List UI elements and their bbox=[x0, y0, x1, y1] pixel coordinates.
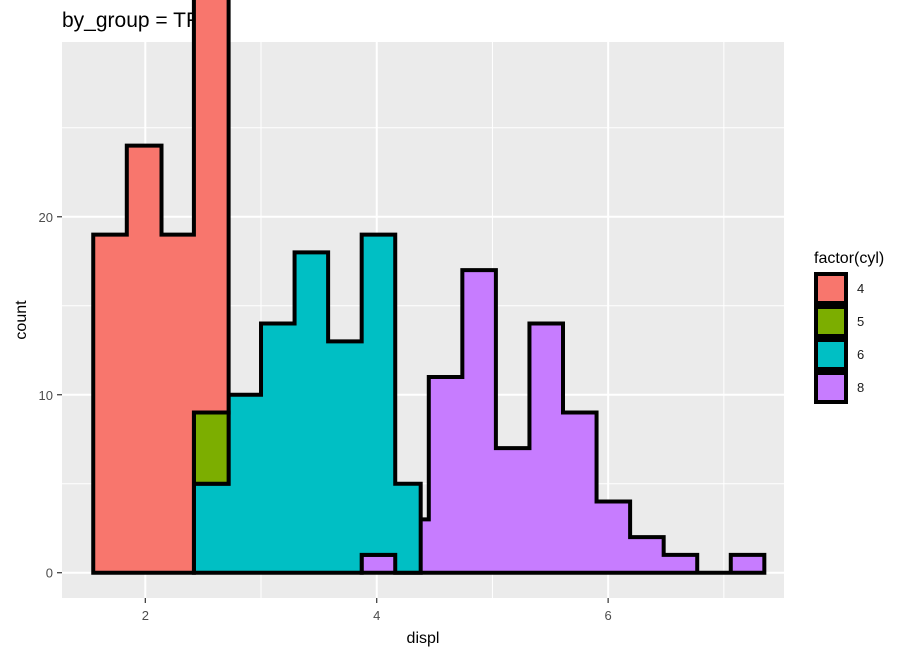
legend-label-4: 4 bbox=[857, 281, 864, 296]
legend-key-4 bbox=[814, 272, 848, 305]
legend-label-8: 8 bbox=[857, 380, 864, 395]
series-4 bbox=[91, 0, 231, 575]
chart-title: by_group = TRUE bbox=[62, 9, 230, 32]
x-axis: 2 4 6 bbox=[142, 598, 612, 623]
x-axis-title: displ bbox=[407, 630, 440, 647]
y-axis: 0 10 20 bbox=[39, 210, 62, 581]
legend-key-8 bbox=[814, 371, 848, 404]
legend-label-5: 5 bbox=[857, 314, 864, 329]
histogram-area-4 bbox=[91, 0, 231, 575]
histogram-area-5 bbox=[191, 410, 231, 486]
series-6 bbox=[191, 232, 423, 575]
legend: factor(cyl) 4 5 6 8 bbox=[814, 250, 884, 404]
histogram-area-6 bbox=[191, 232, 423, 575]
histogram-series bbox=[91, 0, 767, 575]
legend-key-6 bbox=[814, 338, 848, 371]
histogram-area-8 bbox=[359, 268, 767, 575]
y-axis-title: count bbox=[13, 300, 30, 340]
x-tick-label: 4 bbox=[373, 608, 380, 623]
series-8 bbox=[359, 268, 767, 575]
series-5 bbox=[191, 410, 231, 486]
legend-key-5 bbox=[814, 305, 848, 338]
x-tick-label: 6 bbox=[605, 608, 612, 623]
y-tick-label: 0 bbox=[46, 566, 53, 581]
y-tick-label: 20 bbox=[39, 210, 53, 225]
y-tick-label: 10 bbox=[39, 388, 53, 403]
x-tick-label: 2 bbox=[142, 608, 149, 623]
legend-title: factor(cyl) bbox=[814, 250, 884, 267]
legend-label-6: 6 bbox=[857, 347, 864, 362]
